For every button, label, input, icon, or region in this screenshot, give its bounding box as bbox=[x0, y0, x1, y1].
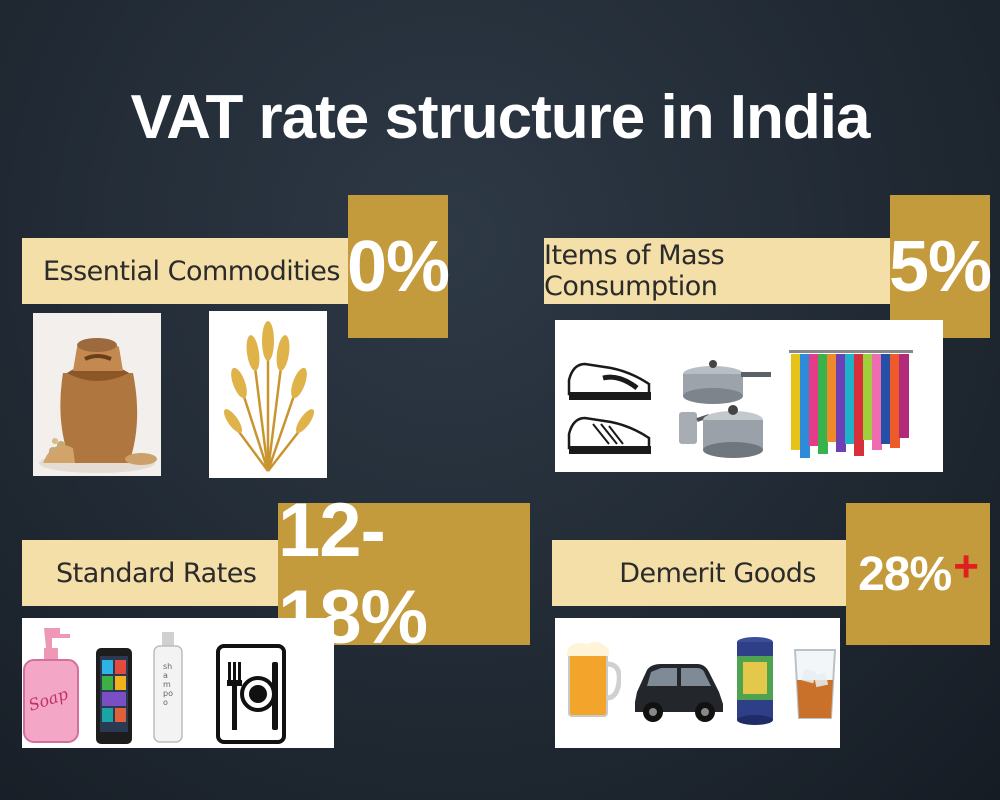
demerit-goods-rate: 28% bbox=[858, 547, 952, 601]
essential-commodities-label: Essential Commodities bbox=[42, 255, 341, 287]
grain-sack-image bbox=[33, 313, 161, 476]
standard-rates-image-panel: Soap shampoo bbox=[22, 618, 334, 748]
demerit-goods-image-panel bbox=[555, 618, 840, 748]
plus-icon: + bbox=[953, 542, 979, 591]
soap-dispenser-image: Soap bbox=[22, 622, 80, 744]
mass-consumption-image-panel bbox=[555, 320, 943, 472]
demerit-goods-label-bar: Demerit Goods bbox=[552, 540, 848, 606]
mass-consumption-rate: 5% bbox=[888, 226, 992, 307]
car-image bbox=[631, 658, 727, 724]
demerit-goods-label: Demerit Goods bbox=[619, 557, 816, 589]
whisky-glass-image bbox=[791, 644, 839, 724]
essential-commodities-label-bar: Essential Commodities bbox=[22, 238, 352, 304]
mass-consumption-rate-box: 5% bbox=[888, 195, 992, 338]
shampoo-bottle-image: shampoo bbox=[152, 632, 184, 744]
standard-rates-label-bar: Standard Rates bbox=[22, 540, 284, 606]
tobacco-tin-image bbox=[735, 636, 775, 726]
clothes-rack-image bbox=[787, 336, 917, 466]
mass-consumption-label-bar: Items of Mass Consumption bbox=[544, 238, 896, 304]
dining-plate-icon bbox=[216, 644, 286, 744]
demerit-goods-rate-box: 28% + bbox=[846, 503, 990, 645]
shampoo-label: shampoo bbox=[163, 662, 173, 707]
standard-rates-label: Standard Rates bbox=[56, 557, 257, 589]
wheat-image bbox=[209, 311, 327, 478]
cookware-image bbox=[675, 340, 775, 465]
essential-commodities-rate: 0% bbox=[346, 226, 450, 307]
mass-consumption-label: Items of Mass Consumption bbox=[544, 240, 725, 302]
shoes-image bbox=[563, 338, 658, 463]
beer-mug-image bbox=[565, 640, 621, 720]
page-title: VAT rate structure in India bbox=[130, 83, 871, 152]
mobile-phone-image bbox=[96, 648, 132, 744]
essential-commodities-rate-box: 0% bbox=[346, 195, 450, 338]
